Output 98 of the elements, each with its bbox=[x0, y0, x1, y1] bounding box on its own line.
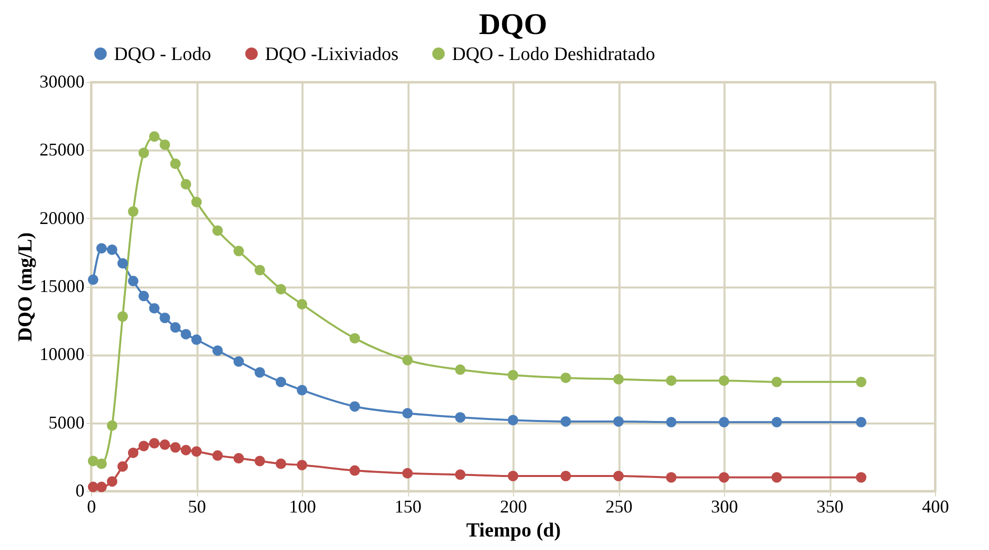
point bbox=[170, 322, 181, 333]
point bbox=[613, 416, 624, 427]
point bbox=[180, 444, 192, 456]
point bbox=[128, 206, 138, 217]
point bbox=[666, 416, 676, 428]
point bbox=[233, 246, 244, 256]
point bbox=[212, 450, 223, 461]
legend-label: DQO - Lodo Deshidratado bbox=[452, 44, 656, 65]
legend-label: DQO -Lixiviados bbox=[265, 44, 399, 65]
point bbox=[254, 264, 266, 276]
x-tick-label: 100 bbox=[289, 496, 316, 516]
point bbox=[276, 376, 286, 388]
point bbox=[160, 139, 170, 150]
point bbox=[613, 374, 624, 384]
point bbox=[138, 148, 149, 158]
point bbox=[455, 412, 466, 423]
point bbox=[276, 458, 286, 469]
x-tick-label: 400 bbox=[922, 496, 949, 516]
point bbox=[88, 274, 98, 285]
chart-title: DQO bbox=[478, 8, 548, 41]
point bbox=[180, 179, 192, 190]
point bbox=[560, 470, 571, 482]
point bbox=[718, 416, 730, 428]
point bbox=[296, 384, 308, 396]
point bbox=[96, 482, 107, 492]
point bbox=[106, 420, 118, 431]
y-tick-label: 20000 bbox=[40, 208, 84, 228]
x-tick-label: 200 bbox=[500, 496, 527, 516]
point bbox=[96, 243, 107, 254]
point bbox=[856, 416, 866, 428]
x-axis-title: Tiempo (d) bbox=[466, 520, 561, 542]
y-tick-label: 30000 bbox=[40, 72, 84, 92]
point bbox=[402, 354, 413, 366]
point bbox=[254, 367, 266, 378]
point bbox=[106, 476, 118, 487]
point bbox=[170, 442, 181, 453]
point bbox=[350, 465, 360, 476]
point bbox=[191, 196, 202, 208]
x-tick-label: 50 bbox=[188, 496, 206, 516]
legend-label: DQO - Lodo bbox=[114, 44, 212, 65]
x-tick-label: 350 bbox=[816, 496, 844, 516]
point bbox=[772, 376, 782, 388]
point bbox=[160, 439, 170, 450]
point bbox=[276, 284, 286, 294]
point bbox=[106, 244, 118, 255]
point bbox=[402, 408, 413, 419]
x-tick-label: 250 bbox=[606, 496, 632, 516]
point bbox=[117, 258, 128, 269]
point bbox=[402, 468, 413, 479]
point bbox=[718, 472, 730, 483]
point bbox=[772, 472, 782, 483]
point bbox=[254, 456, 266, 466]
point bbox=[560, 416, 571, 427]
point bbox=[296, 460, 308, 470]
point bbox=[666, 472, 676, 483]
point bbox=[212, 345, 223, 356]
point bbox=[191, 446, 202, 457]
y-tick-label: 0 bbox=[76, 480, 84, 500]
point bbox=[772, 416, 782, 428]
point bbox=[296, 298, 308, 310]
point bbox=[160, 312, 170, 324]
y-tick-label: 25000 bbox=[40, 140, 84, 160]
point bbox=[455, 364, 466, 375]
point bbox=[117, 461, 128, 472]
y-tick-label: 5000 bbox=[48, 412, 84, 432]
point bbox=[138, 440, 149, 452]
point bbox=[613, 470, 624, 482]
y-axis-title: DQO (mg/L) bbox=[14, 232, 36, 342]
point bbox=[856, 472, 866, 483]
y-tick-label: 10000 bbox=[40, 344, 84, 364]
point bbox=[170, 158, 181, 170]
point bbox=[856, 376, 866, 388]
point bbox=[508, 414, 518, 426]
point bbox=[88, 456, 98, 466]
y-tick-label: 15000 bbox=[40, 276, 84, 296]
point bbox=[350, 333, 360, 344]
point bbox=[149, 438, 160, 449]
point bbox=[666, 375, 676, 386]
point bbox=[212, 225, 223, 236]
point bbox=[96, 458, 107, 469]
point bbox=[233, 356, 244, 367]
point bbox=[508, 370, 518, 380]
x-tick-label: 150 bbox=[394, 496, 422, 516]
point bbox=[560, 372, 571, 384]
point bbox=[508, 470, 518, 482]
point bbox=[350, 401, 360, 412]
point bbox=[149, 131, 160, 142]
point bbox=[117, 311, 128, 322]
point bbox=[455, 469, 466, 480]
point bbox=[138, 290, 149, 302]
point bbox=[191, 334, 202, 345]
point bbox=[149, 303, 160, 314]
point bbox=[180, 328, 192, 340]
point bbox=[718, 375, 730, 386]
point bbox=[233, 453, 244, 464]
point bbox=[128, 276, 138, 286]
x-tick-label: 300 bbox=[711, 496, 738, 516]
point bbox=[128, 448, 138, 458]
